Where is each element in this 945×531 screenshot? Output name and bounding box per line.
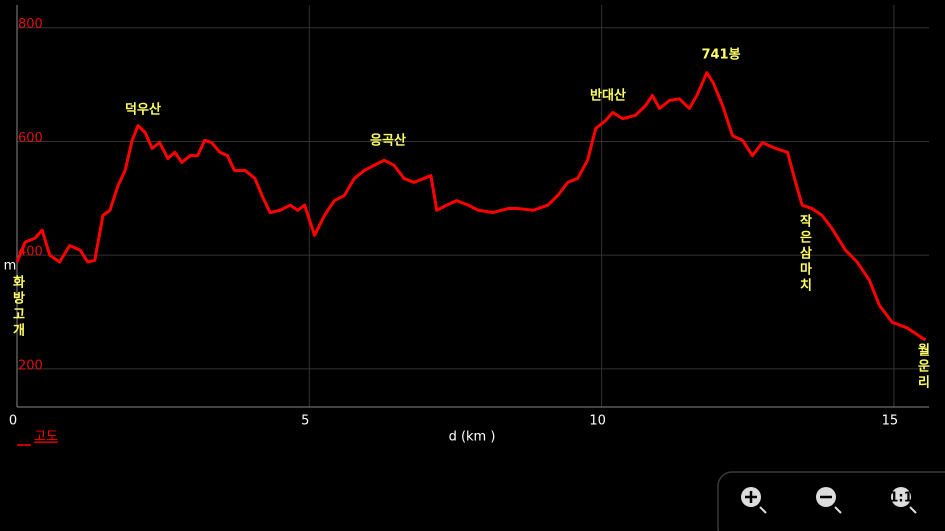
annotation: 응곡산 (370, 133, 406, 149)
zoom-reset-button[interactable]: 1:1 (889, 487, 917, 514)
annotation: 작은삼마치 (797, 213, 812, 294)
annotation: 741봉 (701, 48, 740, 63)
toolbar: 1:1 (717, 471, 945, 531)
annotation: 반대산 (590, 88, 626, 104)
y-axis-label: m (4, 259, 17, 274)
zoom-in-button[interactable] (741, 487, 767, 514)
annotation: 월운리 (915, 342, 930, 391)
zoom-out-button[interactable] (816, 487, 842, 514)
x-tick-label: 5 (301, 414, 309, 429)
zoom-reset-icon (891, 487, 911, 507)
legend-label: 고도 (34, 430, 58, 445)
zoom-in-glyph (745, 491, 757, 503)
zoom-reset-handle (909, 506, 917, 514)
y-tick-label: 800 (18, 17, 43, 32)
x-tick-label: 0 (9, 414, 17, 429)
y-tick-label: 400 (18, 245, 43, 260)
elevation-line (15, 71, 927, 342)
zoom-reset-label: 1:1 (889, 491, 912, 506)
x-tick-label: 15 (882, 414, 899, 429)
zoom-out-handle (834, 506, 842, 514)
annotation: 덕우산 (125, 102, 161, 118)
x-tick-label: 10 (589, 414, 606, 429)
annotation: 화방고개 (10, 274, 25, 339)
y-tick-label: 200 (18, 358, 43, 373)
zoom-in-handle (759, 506, 767, 514)
y-tick-label: 600 (18, 131, 43, 146)
x-axis-label: d (km ) (449, 430, 496, 445)
